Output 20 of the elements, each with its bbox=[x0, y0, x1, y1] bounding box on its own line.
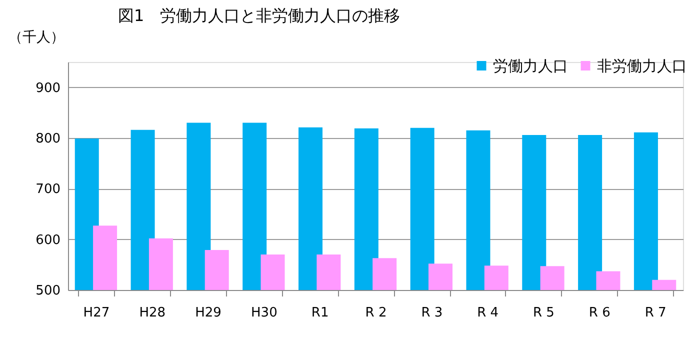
x-tick-label: R 6 bbox=[588, 306, 610, 320]
x-tick-label: R1 bbox=[311, 306, 329, 320]
y-tick-label: 700 bbox=[36, 182, 60, 198]
y-axis-title: （千人） bbox=[8, 30, 64, 46]
x-tick-label: R 2 bbox=[365, 306, 387, 320]
legend-label: 非労働力人口 bbox=[597, 56, 687, 75]
x-tick-label: H30 bbox=[251, 306, 278, 320]
x-tick-label: R 5 bbox=[533, 306, 554, 320]
legend-label: 労働力人口 bbox=[493, 56, 568, 75]
x-tick-label: H28 bbox=[139, 306, 166, 320]
y-tick-label: 800 bbox=[36, 132, 60, 146]
y-tick-label: 900 bbox=[36, 80, 60, 96]
x-tick-label: H29 bbox=[195, 306, 222, 320]
y-tick-label: 600 bbox=[36, 232, 60, 248]
x-tick-label: R 7 bbox=[644, 306, 666, 320]
y-tick-label: 500 bbox=[36, 284, 60, 298]
x-tick-label: H27 bbox=[83, 306, 110, 320]
x-tick-label: R 4 bbox=[477, 306, 499, 320]
chart-title: 図1 労働力人口と非労働力人口の推移 bbox=[118, 6, 400, 25]
x-tick-label: R 3 bbox=[421, 306, 443, 320]
